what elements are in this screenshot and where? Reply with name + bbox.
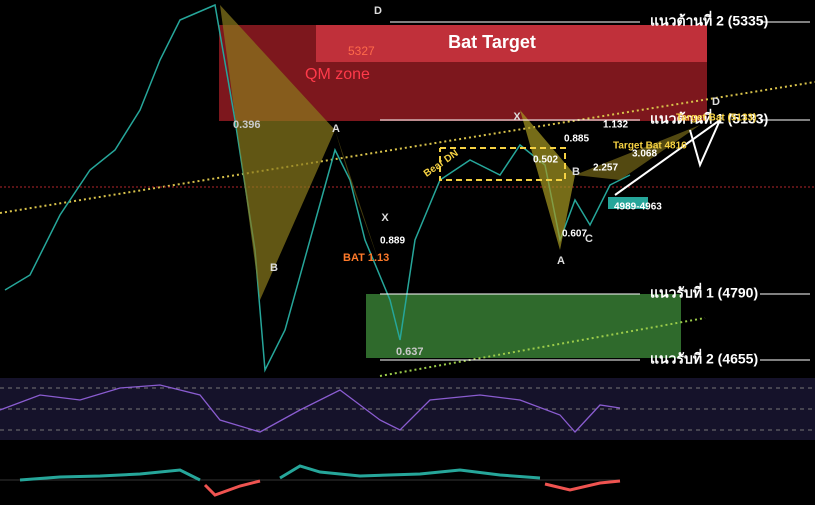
point-label: X [381, 212, 389, 224]
macd-hist [203, 479, 261, 497]
pattern-shape [220, 5, 335, 300]
level-label: แนวต้านที่ 1 (5133) [650, 109, 768, 127]
pattern-shape [335, 130, 380, 265]
level-label: แนวรับที่ 2 (4655) [650, 349, 758, 367]
level-label: แนวรับที่ 1 (4790) [650, 283, 758, 301]
ratio-label: 2.257 [593, 163, 618, 174]
macd-hist [19, 468, 201, 482]
trend-line [379, 317, 706, 377]
box [439, 147, 566, 181]
macd-hist [544, 479, 621, 492]
point-label: D [374, 5, 382, 17]
point-label: X [513, 111, 521, 123]
point-label: C [585, 233, 593, 245]
zone-label: 5327 [348, 44, 375, 58]
point-label: B [270, 262, 278, 274]
ratio-label: 0.502 [533, 155, 558, 166]
macd-hist [279, 464, 541, 480]
ratio-label: 0.889 [380, 236, 405, 247]
ratio-label: 0.885 [564, 134, 589, 145]
pattern-label: BAT 1.13 [343, 252, 389, 264]
target-label: Target Bat 4816 [613, 141, 687, 152]
pattern-shape [575, 125, 700, 180]
ratio-label: 0.607 [562, 229, 587, 240]
range-label: 4989-4963 [614, 202, 662, 213]
point-label: A [332, 123, 340, 135]
ratio-label: 0.637 [396, 346, 424, 358]
zone-label: Bat Target [448, 32, 536, 52]
support-zone [366, 294, 681, 358]
ratio-label: 1.132 [603, 120, 628, 131]
point-label: D [712, 96, 720, 108]
point-label: B [572, 166, 580, 178]
target-label: Target Bat (5133) [676, 113, 756, 124]
projection [614, 117, 723, 196]
rsi-path [0, 384, 621, 433]
level-label: แนวต้านที่ 2 (5335) [650, 11, 768, 29]
bat-target-zone [316, 25, 707, 62]
rsi-panel [0, 378, 815, 440]
ratio-label: 3.068 [632, 149, 657, 160]
zone-label: QM zone [305, 66, 370, 83]
ratio-label: 0.396 [233, 119, 261, 131]
point-label: A [557, 255, 565, 267]
price-tag [608, 197, 648, 209]
